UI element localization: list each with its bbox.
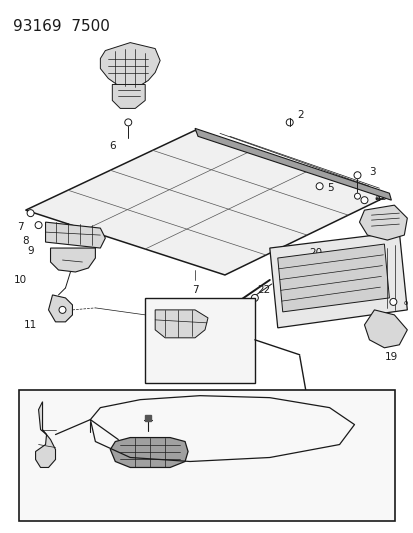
Circle shape [389,298,396,305]
Text: 19: 19 [384,352,397,362]
Bar [19,390,394,521]
Bar [145,298,254,383]
Text: 14: 14 [339,465,352,475]
Polygon shape [277,244,389,312]
Text: 13: 13 [197,362,210,372]
Circle shape [184,344,191,351]
Text: 4: 4 [373,193,380,203]
Circle shape [145,431,151,438]
Polygon shape [26,131,389,275]
Circle shape [35,222,42,229]
Text: 93169  7500: 93169 7500 [13,19,109,34]
Text: 8: 8 [22,236,29,246]
Circle shape [316,183,322,190]
Circle shape [354,193,360,199]
Circle shape [27,209,34,216]
Text: 22: 22 [256,285,269,295]
Text: 6: 6 [109,141,115,151]
Text: 2: 2 [297,110,304,120]
Text: 14: 14 [28,402,42,413]
Polygon shape [269,232,406,328]
Circle shape [238,301,245,308]
Text: o: o [402,300,407,306]
Text: 20: 20 [309,248,322,258]
Text: 16: 16 [82,462,95,472]
Text: 21: 21 [233,313,246,323]
Text: 18: 18 [155,410,168,419]
Polygon shape [48,295,72,322]
Polygon shape [36,402,55,467]
Polygon shape [363,310,406,348]
Circle shape [251,294,258,301]
Polygon shape [112,84,145,108]
Circle shape [360,197,367,204]
Polygon shape [358,205,406,240]
Text: 10: 10 [14,275,27,285]
Polygon shape [100,43,160,88]
Text: 5: 5 [327,183,333,193]
Circle shape [86,414,94,422]
Text: 3: 3 [368,167,375,177]
Text: 9: 9 [27,246,34,256]
Circle shape [42,416,49,423]
Text: 7: 7 [17,222,24,232]
Polygon shape [45,222,105,248]
Text: 12: 12 [209,313,222,323]
Circle shape [75,456,82,463]
Polygon shape [110,438,188,467]
Text: 7: 7 [191,285,198,295]
Text: 15: 15 [94,407,107,417]
Circle shape [353,172,360,179]
Polygon shape [155,310,207,338]
Circle shape [59,306,66,313]
Text: 23: 23 [373,192,387,202]
Polygon shape [195,128,390,200]
Text: 11: 11 [24,320,37,330]
Polygon shape [50,248,95,272]
Circle shape [285,119,292,126]
Text: 17: 17 [128,470,141,480]
Circle shape [124,119,131,126]
